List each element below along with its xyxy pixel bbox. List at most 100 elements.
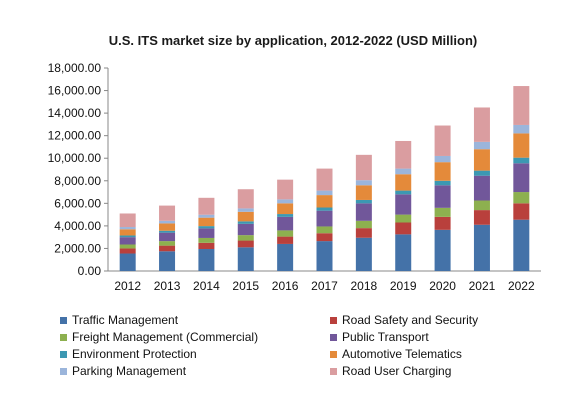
legend-item: Environment Protection [60, 347, 197, 361]
bar-segment-3-2022 [513, 192, 530, 204]
bar-segment-6-2014 [198, 217, 215, 227]
y-tick-label: 14,000.00 [48, 106, 102, 120]
bar-segment-4-2021 [473, 175, 490, 201]
bar-segment-1-2022 [513, 219, 530, 271]
legend-swatch [60, 367, 67, 375]
bar-segment-7-2017 [316, 190, 333, 196]
bar-segment-3-2013 [159, 241, 176, 246]
bar-segment-5-2013 [159, 230, 176, 233]
legend-item: Public Transport [330, 330, 429, 344]
legend-label: Road User Charging [342, 364, 452, 378]
bar-segment-8-2022 [513, 86, 530, 125]
bar-segment-8-2012 [119, 213, 136, 228]
bar-segment-3-2015 [237, 235, 254, 241]
legend-swatch [330, 333, 337, 341]
bar-segment-2-2012 [119, 248, 136, 254]
bar-segment-3-2014 [198, 237, 215, 243]
x-tick-label: 2014 [193, 279, 220, 293]
bar-segment-4-2012 [119, 237, 136, 245]
legend-swatch [330, 367, 337, 375]
bar-segment-4-2014 [198, 228, 215, 238]
legend-swatch [60, 316, 67, 324]
bar-segment-8-2014 [198, 197, 215, 215]
bar-segment-5-2018 [355, 199, 372, 204]
bar-segment-8-2017 [316, 168, 333, 191]
x-tick-label: 2022 [508, 279, 535, 293]
bar-segment-8-2020 [434, 125, 451, 156]
bar-segment-1-2017 [316, 241, 333, 271]
bar-segment-7-2018 [355, 180, 372, 186]
bar-segment-4-2022 [513, 163, 530, 193]
bar-segment-6-2020 [434, 162, 451, 181]
x-tick-label: 2012 [114, 279, 141, 293]
x-tick-label: 2020 [429, 279, 456, 293]
bar-segment-7-2013 [159, 220, 176, 224]
bar-segment-1-2019 [395, 234, 412, 271]
legend-label: Automotive Telematics [342, 347, 462, 361]
y-tick-label: 0.00 [78, 264, 102, 278]
bar-segment-7-2012 [119, 227, 136, 230]
bar-segment-2-2016 [277, 236, 294, 244]
y-tick-label: 12,000.00 [48, 129, 102, 143]
bar-segment-8-2016 [277, 179, 294, 200]
legend-item: Road Safety and Security [330, 313, 478, 327]
bar-segment-8-2018 [355, 154, 372, 181]
legend-label: Road Safety and Security [342, 313, 479, 327]
legend-item: Automotive Telematics [330, 347, 462, 361]
bar-segment-6-2022 [513, 133, 530, 158]
bar-segment-5-2020 [434, 180, 451, 186]
bar-segment-1-2020 [434, 229, 451, 271]
legend-item: Road User Charging [330, 364, 451, 378]
bar-segment-4-2019 [395, 194, 412, 215]
y-tick-label: 2,000.00 [54, 241, 101, 255]
bar-segment-2-2020 [434, 216, 451, 230]
bar-segment-3-2018 [355, 220, 372, 229]
bar-segment-6-2016 [277, 203, 294, 215]
bar-segment-1-2012 [119, 253, 136, 271]
y-tick-label: 10,000.00 [48, 151, 102, 165]
bar-segment-2-2013 [159, 245, 176, 252]
bar-segment-6-2018 [355, 185, 372, 200]
bar-segment-4-2018 [355, 203, 372, 221]
x-tick-label: 2021 [469, 279, 496, 293]
bar-segment-1-2021 [473, 224, 490, 271]
y-tick-label: 6,000.00 [54, 196, 101, 210]
legend-label: Traffic Management [72, 313, 179, 327]
bar-segment-1-2014 [198, 249, 215, 271]
bar-segment-5-2012 [119, 235, 136, 238]
bar-segment-2-2019 [395, 222, 412, 235]
x-tick-label: 2015 [232, 279, 259, 293]
y-tick-label: 16,000.00 [48, 84, 102, 98]
bar-segment-5-2017 [316, 207, 333, 211]
bar-segment-7-2014 [198, 214, 215, 218]
bar-segment-4-2013 [159, 232, 176, 242]
bar-segment-1-2018 [355, 237, 372, 271]
bar-segment-7-2022 [513, 124, 530, 134]
legend-item: Parking Management [60, 364, 186, 378]
x-tick-label: 2018 [351, 279, 378, 293]
bar-segment-7-2021 [473, 141, 490, 150]
legend-label: Environment Protection [72, 347, 197, 361]
bar-segment-3-2021 [473, 200, 490, 211]
x-tick-label: 2016 [272, 279, 299, 293]
bar-segment-2-2021 [473, 210, 490, 225]
bar-segment-5-2016 [277, 214, 294, 217]
bar-segment-5-2022 [513, 157, 530, 164]
chart-title: U.S. ITS market size by application, 201… [108, 33, 478, 48]
y-tick-label: 8,000.00 [54, 174, 101, 188]
bar-segment-2-2018 [355, 228, 372, 238]
bar-segment-3-2016 [277, 230, 294, 237]
bar-segment-2-2014 [198, 242, 215, 250]
bar-segment-6-2019 [395, 174, 412, 191]
legend-label: Freight Management (Commercial) [72, 330, 259, 344]
bar-segment-7-2016 [277, 199, 294, 204]
bar-segment-6-2012 [119, 229, 136, 236]
y-tick-label: 4,000.00 [54, 219, 101, 233]
bar-segment-8-2013 [159, 205, 176, 221]
bar-segment-8-2015 [237, 189, 254, 209]
bar-segment-2-2017 [316, 233, 333, 242]
bar-segment-6-2021 [473, 149, 490, 171]
